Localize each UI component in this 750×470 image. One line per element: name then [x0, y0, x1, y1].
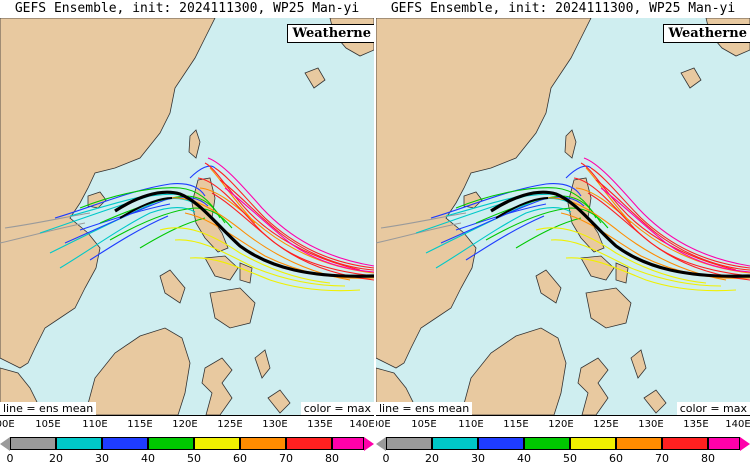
- colorbar-label: 80: [325, 452, 339, 465]
- colorbar-tip-left: [0, 437, 10, 451]
- lon-label: 135E: [683, 419, 709, 430]
- lon-label: 115E: [503, 419, 529, 430]
- lon-label: 120E: [172, 419, 198, 430]
- legend-mean: line = ens mean: [376, 402, 473, 415]
- colorbar-seg: [56, 437, 102, 450]
- colorbar-seg: [662, 437, 708, 450]
- lon-label: 100E: [0, 419, 15, 430]
- colorbar-label: 50: [187, 452, 201, 465]
- colorbar-tip-right: [740, 437, 750, 451]
- lon-label: 120E: [548, 419, 574, 430]
- legend-mean: line = ens mean: [0, 402, 97, 415]
- lon-label: 110E: [82, 419, 108, 430]
- lon-label: 125E: [593, 419, 619, 430]
- colorbar-tip-left: [376, 437, 386, 451]
- colorbar-label: 40: [141, 452, 155, 465]
- map-title: GEFS Ensemble, init: 2024111300, WP25 Ma…: [0, 0, 374, 18]
- colorbar-seg: [148, 437, 194, 450]
- colorbar-label: 70: [279, 452, 293, 465]
- lon-label: 115E: [127, 419, 153, 430]
- colorbar-seg: [10, 437, 56, 450]
- colorbar-label: 80: [701, 452, 715, 465]
- colorbar-seg: [102, 437, 148, 450]
- map-svg: [0, 18, 374, 415]
- map-svg: [376, 18, 750, 415]
- map-area[interactable]: Weatherne line = ens mean color = max: [0, 18, 374, 415]
- legend-color: color = max: [676, 402, 750, 415]
- lon-label: 110E: [458, 419, 484, 430]
- lon-label: 140E: [725, 419, 750, 430]
- lon-label: 105E: [35, 419, 61, 430]
- colorbar-label: 20: [49, 452, 63, 465]
- lon-label: 125E: [217, 419, 243, 430]
- colorbar-seg: [332, 437, 364, 450]
- colorbar-seg: [478, 437, 524, 450]
- longitude-axis: 100E 105E 110E 115E 120E 125E 130E 135E …: [0, 415, 374, 436]
- map-title: GEFS Ensemble, init: 2024111300, WP25 Ma…: [376, 0, 750, 18]
- colorbar-label: 70: [655, 452, 669, 465]
- brand-label: Weatherne: [663, 24, 750, 43]
- colorbar-label: 60: [609, 452, 623, 465]
- colorbar-seg: [240, 437, 286, 450]
- colorbar: [0, 437, 374, 453]
- map-panel-left: GEFS Ensemble, init: 2024111300, WP25 Ma…: [0, 0, 374, 470]
- colorbar-seg: [194, 437, 240, 450]
- colorbar-seg: [432, 437, 478, 450]
- map-panel-right: GEFS Ensemble, init: 2024111300, WP25 Ma…: [376, 0, 750, 470]
- lon-label: 140E: [349, 419, 374, 430]
- colorbar: [376, 437, 750, 453]
- colorbar-label: 50: [563, 452, 577, 465]
- colorbar-seg: [286, 437, 332, 450]
- lon-label: 135E: [307, 419, 333, 430]
- colorbar-label: 0: [382, 452, 390, 465]
- colorbar-seg: [386, 437, 432, 450]
- colorbar-label: 30: [471, 452, 485, 465]
- longitude-axis: 100E 105E 110E 115E 120E 125E 130E 135E …: [376, 415, 750, 436]
- colorbar-label: 20: [425, 452, 439, 465]
- colorbar-label: 40: [517, 452, 531, 465]
- colorbar-seg: [616, 437, 662, 450]
- lon-label: 105E: [411, 419, 437, 430]
- map-area[interactable]: Weatherne line = ens mean color = max: [376, 18, 750, 415]
- brand-label: Weatherne: [287, 24, 374, 43]
- colorbar-seg: [524, 437, 570, 450]
- colorbar-label: 60: [233, 452, 247, 465]
- lon-label: 130E: [638, 419, 664, 430]
- colorbar-tip-right: [364, 437, 374, 451]
- lon-label: 100E: [376, 419, 391, 430]
- colorbar-seg: [570, 437, 616, 450]
- legend-color: color = max: [300, 402, 374, 415]
- colorbar-label: 0: [6, 452, 14, 465]
- lon-label: 130E: [262, 419, 288, 430]
- colorbar-label: 30: [95, 452, 109, 465]
- colorbar-seg: [708, 437, 740, 450]
